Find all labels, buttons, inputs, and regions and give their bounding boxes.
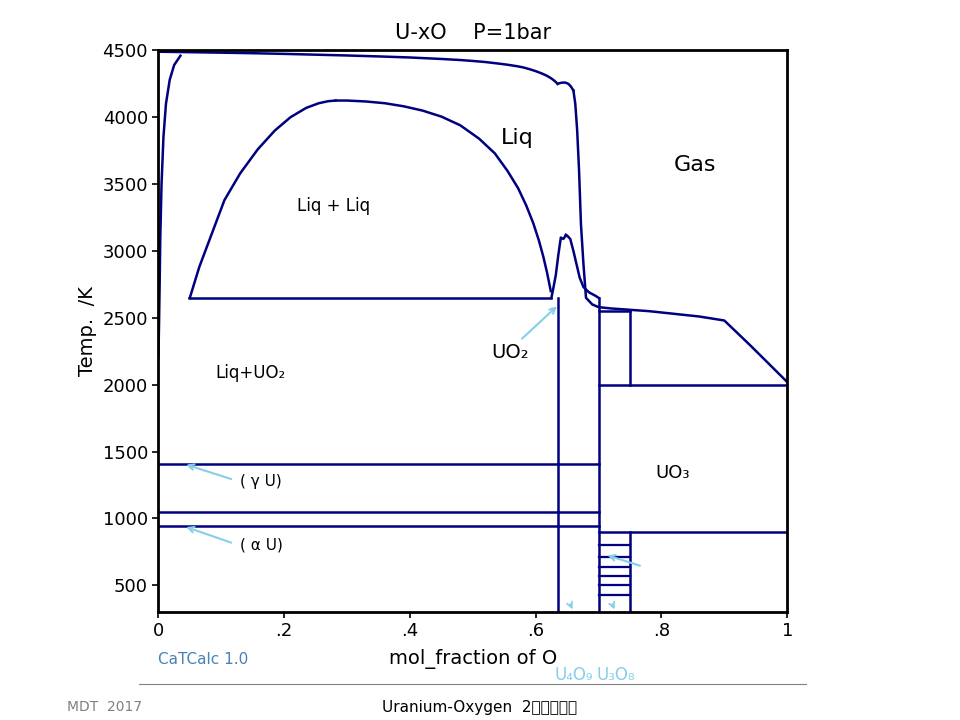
Text: Liq + Liq: Liq + Liq (297, 197, 370, 215)
Text: Liq: Liq (501, 128, 534, 148)
Text: U₃O₈: U₃O₈ (596, 666, 635, 684)
X-axis label: mol_fraction of O: mol_fraction of O (389, 649, 557, 669)
Title: U-xO    P=1bar: U-xO P=1bar (395, 23, 551, 43)
Text: U₄O₉: U₄O₉ (554, 666, 592, 684)
Text: Gas: Gas (674, 155, 716, 175)
Text: CaTCalc 1.0: CaTCalc 1.0 (158, 652, 249, 667)
Text: ( γ U): ( γ U) (240, 474, 282, 489)
Text: Uranium-Oxygen  2元糸状態図: Uranium-Oxygen 2元糸状態図 (382, 700, 578, 715)
Text: UO₃: UO₃ (655, 464, 689, 482)
Text: ( α U): ( α U) (240, 538, 283, 552)
Text: UO₂: UO₂ (492, 343, 529, 362)
Y-axis label: Temp.  /K: Temp. /K (78, 287, 97, 376)
Text: MDT  2017: MDT 2017 (67, 700, 142, 714)
Text: Liq+UO₂: Liq+UO₂ (215, 364, 285, 382)
